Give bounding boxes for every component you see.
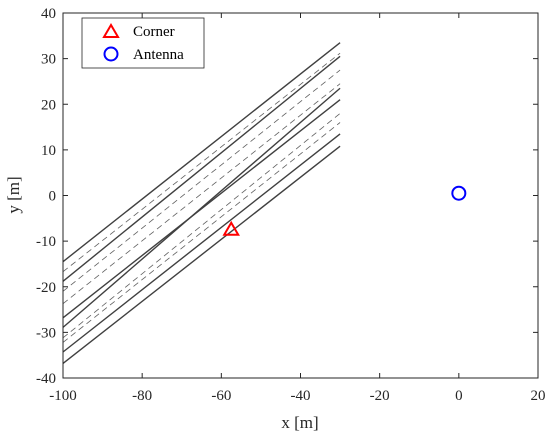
x-axis-label: x [m]: [281, 413, 318, 432]
y-tick-label: 0: [49, 189, 57, 205]
x-tick-label: -20: [370, 388, 390, 404]
road-solid-line-6: [62, 145, 341, 364]
road-solid-line-1: [62, 42, 341, 263]
road-dashed-line-2: [62, 69, 341, 292]
road-solid-line-5: [62, 133, 341, 353]
road-dashed-line-3: [62, 83, 341, 304]
road-dashed-line-5: [62, 122, 341, 343]
y-tick-label: -40: [36, 371, 56, 387]
y-tick-label: 30: [41, 52, 56, 68]
corner-marker-triangle-icon: [222, 220, 240, 236]
y-tick-label: -10: [36, 234, 56, 250]
y-tick-label: 10: [41, 143, 56, 159]
data-markers: [222, 185, 467, 236]
y-tick-label: 20: [41, 97, 56, 113]
antenna-marker-circle-icon: [451, 185, 467, 201]
legend-label-antenna: Antenna: [133, 47, 184, 63]
y-tick-label: 40: [41, 6, 56, 22]
legend-box: [81, 17, 205, 69]
x-tick-label: 0: [455, 388, 463, 404]
x-tick-label: -100: [49, 388, 77, 404]
y-tick-label: -20: [36, 280, 56, 296]
x-tick-label: -80: [132, 388, 152, 404]
legend-corner-triangle-icon: [102, 23, 120, 38]
road-solid-line-4: [62, 87, 341, 328]
road-solid-line-2: [62, 55, 341, 282]
x-tick-label: 20: [531, 388, 546, 404]
x-tick-label: -40: [291, 388, 311, 404]
y-tick-label: -30: [36, 325, 56, 341]
road-lines: [62, 42, 341, 364]
road-dashed-line-1: [62, 52, 341, 273]
axis-ticks: [62, 12, 539, 379]
y-axis-label: y [m]: [4, 176, 23, 213]
legend: Corner Antenna: [81, 17, 205, 69]
legend-antenna-circle-icon: [103, 46, 119, 62]
legend-label-corner: Corner: [133, 24, 175, 40]
x-tick-label: -60: [211, 388, 231, 404]
